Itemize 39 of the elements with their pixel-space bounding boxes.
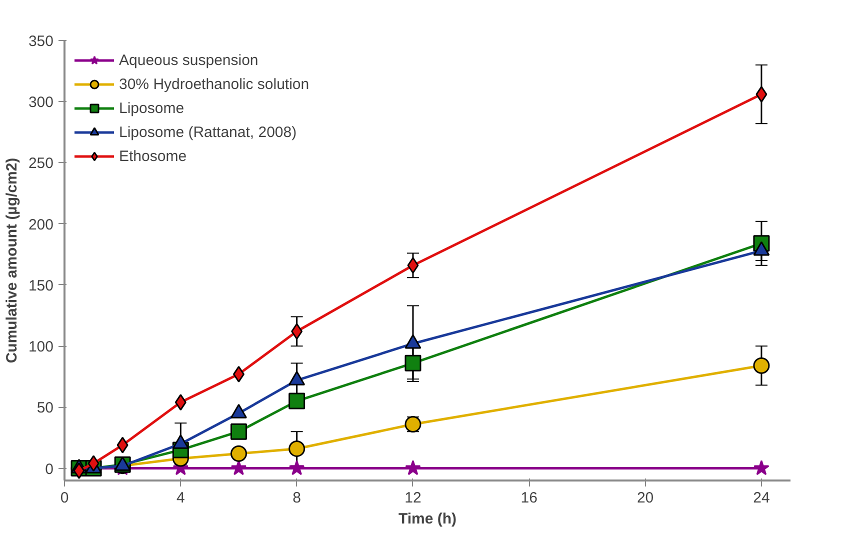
y-tick-label: 100 [28, 338, 54, 356]
legend-label: Ethosome [119, 148, 187, 164]
point [288, 440, 306, 457]
legend-label: Liposome [119, 100, 184, 116]
y-tick-label: 300 [28, 94, 54, 112]
y-tick-label: 150 [28, 277, 54, 294]
y-tick-label: 0 [45, 460, 54, 478]
point [230, 445, 247, 462]
legend-label: Liposome (Rattanat, 2008) [119, 124, 297, 140]
point [756, 86, 768, 103]
x-tick-label: 8 [292, 490, 301, 506]
point [174, 394, 186, 411]
point [288, 460, 305, 476]
y-tick-label: 50 [36, 400, 54, 417]
point [407, 257, 419, 274]
y-axis-title: Cumulative amount (µg/cm2) [3, 158, 20, 364]
point [230, 423, 247, 440]
x-tick-label: 4 [176, 490, 185, 506]
point [116, 436, 128, 454]
point [232, 366, 244, 382]
point [404, 354, 422, 372]
point [405, 460, 421, 476]
y-tick-label: 250 [28, 155, 54, 172]
x-tick-label: 12 [404, 490, 422, 506]
point [230, 460, 247, 476]
legend-label: Aqueous suspension [119, 52, 258, 68]
x-tick-label: 16 [520, 490, 538, 506]
point [88, 455, 100, 472]
x-tick-label: 24 [753, 490, 770, 506]
legend-label: 30% Hydroethanolic solution [119, 76, 310, 92]
point [291, 323, 303, 340]
point [288, 392, 306, 410]
point [753, 357, 770, 374]
point [754, 460, 770, 476]
x-tick-label: 20 [636, 490, 654, 506]
y-tick-label: 200 [28, 216, 54, 234]
y-tick-label: 350 [28, 33, 54, 50]
x-tick-label: 0 [60, 490, 69, 506]
x-axis-title: Time (h) [398, 510, 457, 528]
